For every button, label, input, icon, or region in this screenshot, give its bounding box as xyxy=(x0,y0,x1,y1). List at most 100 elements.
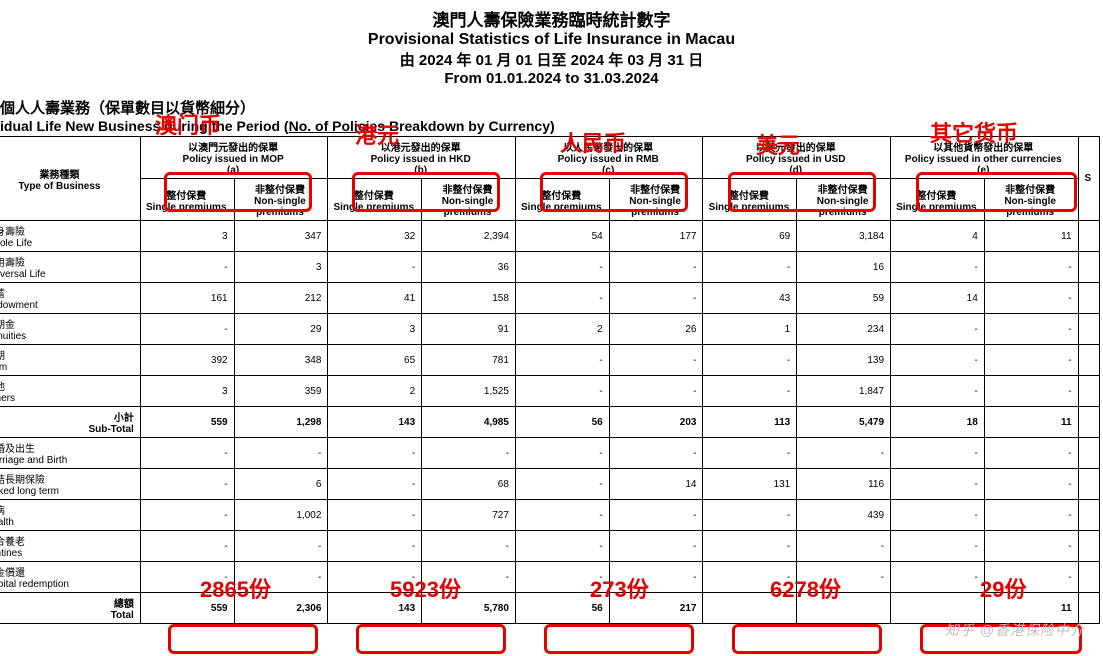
cell: 234 xyxy=(797,314,891,345)
cell: - xyxy=(140,531,234,562)
cell: - xyxy=(515,438,609,469)
cell: - xyxy=(984,345,1078,376)
cell: - xyxy=(140,438,234,469)
cell: 1,525 xyxy=(422,376,516,407)
cell: - xyxy=(515,345,609,376)
row-label: 小計Sub-Total xyxy=(0,407,140,438)
table-row: 小計Sub-Total5591,2981434,985562031135,479… xyxy=(0,407,1100,438)
cell: 43 xyxy=(703,283,797,314)
cell: - xyxy=(328,438,422,469)
cell: 2 xyxy=(515,314,609,345)
box-header-other xyxy=(916,172,1077,212)
period-zh: 由 2024 年 01 月 01 日至 2024 年 03 月 31 日 xyxy=(0,49,1103,70)
cell: 347 xyxy=(234,221,328,252)
cell: 56 xyxy=(515,407,609,438)
row-label: 連結長期保險Linked long term xyxy=(0,469,140,500)
annot-hkd: 港元 xyxy=(355,118,399,150)
cell: 32 xyxy=(328,221,422,252)
row-label: 總額Total xyxy=(0,593,140,624)
col-stub: S xyxy=(1078,137,1099,221)
cell: - xyxy=(891,562,985,593)
table-row: 綜合養老Tontines---------- xyxy=(0,531,1100,562)
cell: 4,985 xyxy=(422,407,516,438)
cell: 177 xyxy=(609,221,703,252)
cell: - xyxy=(891,500,985,531)
annot-mop: 澳门币 xyxy=(155,108,221,140)
cell: - xyxy=(328,500,422,531)
cell: - xyxy=(984,531,1078,562)
cell: 359 xyxy=(234,376,328,407)
cell: - xyxy=(891,438,985,469)
cell: - xyxy=(234,438,328,469)
box-header-usd xyxy=(728,172,876,212)
cell: 18 xyxy=(891,407,985,438)
cell: 212 xyxy=(234,283,328,314)
cell: 1,298 xyxy=(234,407,328,438)
box-total-hkd xyxy=(356,624,506,654)
cell: 69 xyxy=(703,221,797,252)
cell: 3 xyxy=(140,221,234,252)
cell: 1,847 xyxy=(797,376,891,407)
cell: 161 xyxy=(140,283,234,314)
cell: - xyxy=(891,531,985,562)
box-total-mop xyxy=(168,624,318,654)
cell: - xyxy=(515,469,609,500)
row-label: 資金償還Capital redemption xyxy=(0,562,140,593)
cell: - xyxy=(515,283,609,314)
cell: 29 xyxy=(234,314,328,345)
cell: - xyxy=(891,252,985,283)
cell: 131 xyxy=(703,469,797,500)
title-zh: 澳門人壽保險業務臨時統計數字 xyxy=(0,6,1103,31)
cell: - xyxy=(609,283,703,314)
table-row: 資金償還Capital redemption---------- xyxy=(0,562,1100,593)
cell: 6 xyxy=(234,469,328,500)
cell: - xyxy=(422,531,516,562)
cell: - xyxy=(703,438,797,469)
box-total-usd xyxy=(732,624,882,654)
cell: 1 xyxy=(703,314,797,345)
col-type: 業務種類 Type of Business xyxy=(0,137,140,221)
cell: 16 xyxy=(797,252,891,283)
cell: 113 xyxy=(703,407,797,438)
cell: 3 xyxy=(140,376,234,407)
cell: - xyxy=(422,438,516,469)
title-en: Provisional Statistics of Life Insurance… xyxy=(0,31,1103,49)
cell: - xyxy=(891,469,985,500)
cell: 143 xyxy=(328,407,422,438)
period-en: From 01.01.2024 to 31.03.2024 xyxy=(0,70,1103,87)
cell: 2 xyxy=(328,376,422,407)
cell: 392 xyxy=(140,345,234,376)
cell: 26 xyxy=(609,314,703,345)
cell: - xyxy=(984,314,1078,345)
cell: - xyxy=(515,500,609,531)
annot-total-other: 29份 xyxy=(980,572,1026,604)
cell: 14 xyxy=(891,283,985,314)
cell: - xyxy=(609,438,703,469)
table-row: 結婚及出生Marriage and Birth---------- xyxy=(0,438,1100,469)
cell: 5,479 xyxy=(797,407,891,438)
row-label: 定期Term xyxy=(0,345,140,376)
cell: 203 xyxy=(609,407,703,438)
table-row: 儲蓄Endowment16121241158--435914- xyxy=(0,283,1100,314)
cell: - xyxy=(234,531,328,562)
cell: - xyxy=(328,469,422,500)
cell: - xyxy=(703,531,797,562)
cell: - xyxy=(703,345,797,376)
report-header: 澳門人壽保險業務臨時統計數字 Provisional Statistics of… xyxy=(0,0,1103,91)
box-total-rmb xyxy=(544,624,694,654)
table-row: 連結長期保險Linked long term-6-68-14131116-- xyxy=(0,469,1100,500)
box-header-mop xyxy=(164,172,312,212)
cell: - xyxy=(797,531,891,562)
cell: - xyxy=(891,345,985,376)
row-label: 定期金Annuities xyxy=(0,314,140,345)
subtitle-en-post: Breakdown by Currency) xyxy=(385,118,555,134)
cell: 91 xyxy=(422,314,516,345)
cell: - xyxy=(140,314,234,345)
cell: 11 xyxy=(984,221,1078,252)
cell: - xyxy=(609,252,703,283)
cell: - xyxy=(891,376,985,407)
cell: - xyxy=(328,252,422,283)
row-label: 萬用壽險Universal Life xyxy=(0,252,140,283)
annot-other: 其它货币 xyxy=(930,116,1018,148)
cell: - xyxy=(609,531,703,562)
